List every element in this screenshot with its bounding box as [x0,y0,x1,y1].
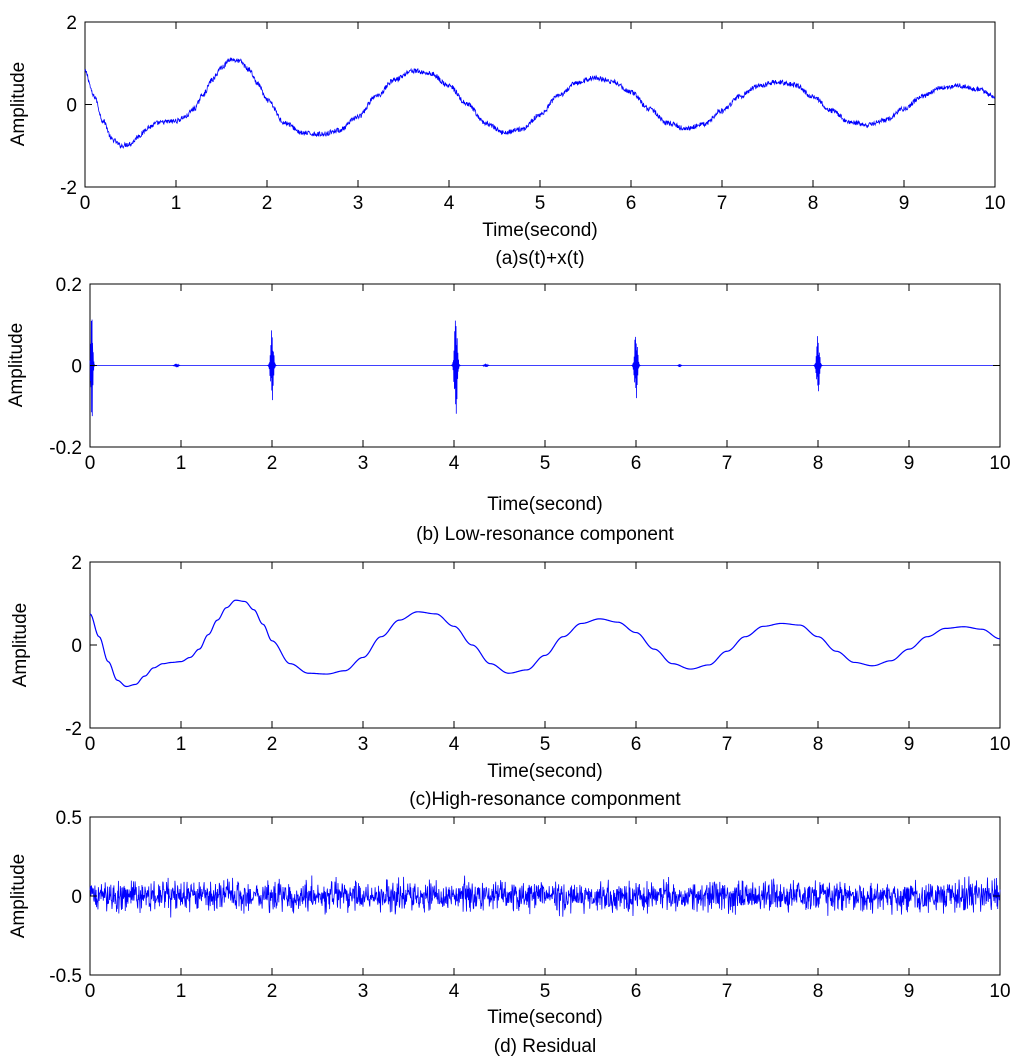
panel-b-ytick-label: -0.2 [49,438,82,459]
panel-a-xtick-label: 7 [717,193,728,214]
panel-d-xtick-label: 10 [989,981,1010,1002]
panel-c-xtick-label: 2 [267,734,278,755]
panel-d-xtick-label: 2 [267,981,278,1002]
panel-a-xtick-label: 5 [535,193,546,214]
panel-b-xtick-label: 5 [540,453,551,474]
panel-c-xtick-label: 9 [904,734,915,755]
panel-a-xticks: 0 1 2 3 4 5 6 7 8 9 10 [80,22,1006,214]
panel-c-ytick-label: -2 [65,719,82,740]
panel-b-xtick-label: 0 [85,453,96,474]
panel-c: 0 1 2 3 4 5 6 7 8 9 10 -202 Amplitude Time(second)… [10,553,1011,810]
panel-c-ytick-label: 0 [71,636,82,657]
panel-b-xtick-label: 6 [631,453,642,474]
panel-b-ylabel: Amplitude [6,323,27,408]
panel-d-xlabel: Time(second) [487,1007,602,1028]
panel-b-plot-area [89,319,1000,417]
panel-d-xtick-label: 4 [449,981,460,1002]
panel-c-series-line [89,599,1001,688]
panel-b-series-line [89,319,1000,417]
panel-c-xticks: 0 1 2 3 4 5 6 7 8 9 10 [85,562,1011,755]
panel-d-xtick-label: 3 [358,981,369,1002]
panel-d-xticks: 0 1 2 3 4 5 6 7 8 9 10 [85,817,1011,1002]
panel-d-xtick-label: 6 [631,981,642,1002]
panel-b-xtick-label: 8 [813,453,824,474]
panel-d-caption: (d) Residual [494,1036,596,1057]
panel-a-xtick-label: 10 [984,193,1005,214]
panel-a-ytick-label: -2 [60,178,77,199]
panel-b-caption: (b) Low-resonance component [416,524,674,545]
panel-c-xtick-label: 1 [176,734,187,755]
panel-a-xtick-label: 9 [899,193,910,214]
panel-a-xtick-label: 2 [262,193,273,214]
panel-c-plot-area [89,599,1001,688]
panel-b-xtick-label: 4 [449,453,460,474]
panel-b-xticks: 0 1 2 3 4 5 6 7 8 9 10 [85,284,1011,474]
panel-d-xtick-label: 9 [904,981,915,1002]
panel-c-xtick-label: 6 [631,734,642,755]
panel-a-ytick-label: 2 [66,13,77,34]
panel-d-ytick-label: 0.5 [56,808,82,829]
panel-b-xtick-label: 9 [904,453,915,474]
panel-d-yticks: -0.5 0 0.5 [49,808,1000,987]
panel-d-ytick-label: -0.5 [49,966,82,987]
panel-a-xlabel: Time(second) [482,220,597,241]
panel-c-xtick-label: 7 [722,734,733,755]
panel-d-plot-area [89,875,1001,918]
panel-c-ylabel: Amplitude [10,603,31,688]
panel-a-caption: (a)s(t)+x(t) [495,248,584,269]
panel-a-series-line [84,57,996,149]
panel-d-series-line [89,875,1001,918]
panel-b-xtick-label: 2 [267,453,278,474]
panel-a-xtick-label: 0 [80,193,91,214]
panel-d-xtick-label: 1 [176,981,187,1002]
panel-b-xtick-label: 3 [358,453,369,474]
panel-b-yticks: -0.2 0 0.2 [49,275,1000,459]
panel-b-xlabel: Time(second) [487,494,602,515]
panel-b-xtick-label: 7 [722,453,733,474]
panel-c-yticks: -2 0 2 [65,553,1000,740]
panel-d: 0 1 2 3 4 5 6 7 8 9 10 -0.500.5 Amplitude Time(sec… [8,808,1011,1057]
panel-d-xtick-label: 5 [540,981,551,1002]
panel-b-xtick-label: 1 [176,453,187,474]
panel-d-ytick-label: 0 [71,887,82,908]
panel-c-xlabel: Time(second) [487,761,602,782]
panel-c-xtick-label: 4 [449,734,460,755]
panel-c-xtick-label: 10 [989,734,1010,755]
panel-c-xtick-label: 5 [540,734,551,755]
panel-d-ylabel: Amplitude [8,854,29,939]
panel-a-xtick-label: 4 [444,193,455,214]
panel-d-xtick-label: 0 [85,981,96,1002]
panel-a-xtick-label: 6 [626,193,637,214]
panel-b-xtick-label: 10 [989,453,1010,474]
panel-b-ytick-label: 0.2 [56,275,82,296]
panel-a-xtick-label: 8 [808,193,819,214]
panel-a-plot-area [84,57,996,149]
panel-c-xtick-label: 0 [85,734,96,755]
panel-c-xtick-label: 3 [358,734,369,755]
panel-b: 0 1 2 3 4 5 6 7 8 9 10 -0.200.2 Amplitude Time(sec… [6,275,1011,545]
panel-a: 0 1 2 3 4 5 6 7 8 9 10 -202 Amplitude Time(second)… [8,13,1006,269]
panel-c-caption: (c)High-resonance componment [409,789,681,810]
panel-a-xtick-label: 1 [171,193,182,214]
panel-c-xtick-label: 8 [813,734,824,755]
panel-b-ytick-label: 0 [71,357,82,378]
panel-a-ytick-label: 0 [66,96,77,117]
panel-a-ylabel: Amplitude [8,62,29,147]
panel-d-xtick-label: 8 [813,981,824,1002]
panel-a-xtick-label: 3 [353,193,364,214]
panel-c-ytick-label: 2 [71,553,82,574]
panel-d-xtick-label: 7 [722,981,733,1002]
panel-a-yticks: -2 0 2 [60,13,995,199]
